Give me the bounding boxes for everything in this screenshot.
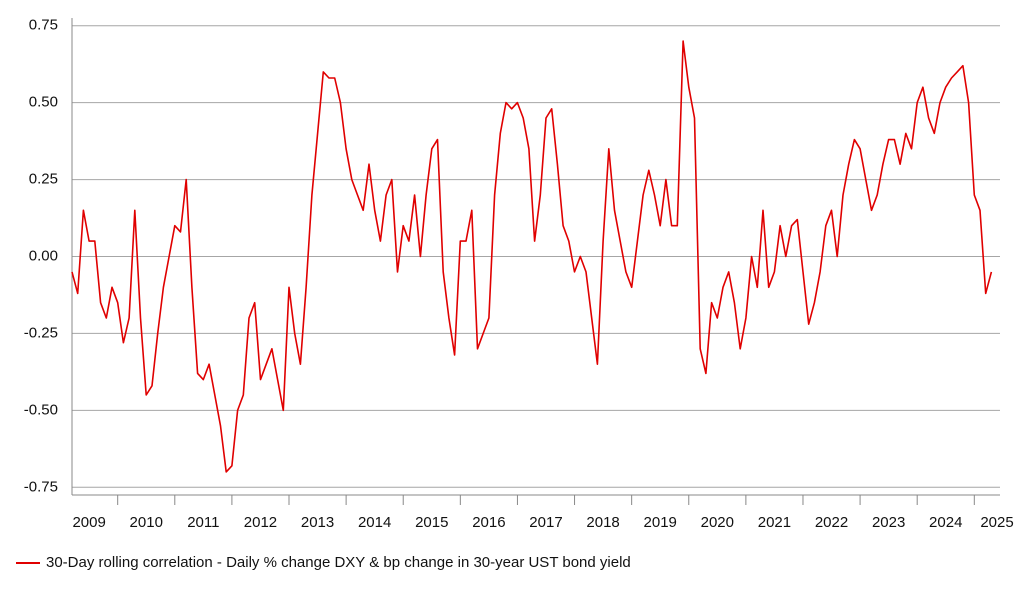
y-tick-label: 0.50 bbox=[29, 94, 58, 111]
legend-label: 30-Day rolling correlation - Daily % cha… bbox=[46, 554, 631, 571]
line-series bbox=[71, 40, 993, 473]
x-tick-label: 2021 bbox=[758, 514, 791, 531]
x-tick-label: 2016 bbox=[472, 514, 505, 531]
y-tick-label: -0.75 bbox=[24, 478, 58, 495]
x-tick-label: 2010 bbox=[130, 514, 163, 531]
x-tick-label: 2025 bbox=[980, 514, 1013, 531]
y-tick-label: 0.75 bbox=[29, 17, 58, 34]
x-tick-label: 2024 bbox=[929, 514, 962, 531]
x-tick-label: 2011 bbox=[187, 514, 219, 531]
x-tick-label: 2012 bbox=[244, 514, 277, 531]
y-tick-label: -0.25 bbox=[24, 324, 58, 341]
x-tick-label: 2020 bbox=[701, 514, 734, 531]
x-tick-label: 2009 bbox=[72, 514, 105, 531]
y-tick-label: 0.25 bbox=[29, 171, 58, 188]
x-tick-label: 2018 bbox=[586, 514, 619, 531]
x-tick-label: 2022 bbox=[815, 514, 848, 531]
x-tick-label: 2019 bbox=[644, 514, 677, 531]
y-tick-label: -0.50 bbox=[24, 401, 58, 418]
x-tick-label: 2017 bbox=[529, 514, 562, 531]
x-tick-label: 2014 bbox=[358, 514, 391, 531]
x-tick-label: 2013 bbox=[301, 514, 334, 531]
y-tick-label: 0.00 bbox=[29, 247, 58, 264]
x-tick-label: 2015 bbox=[415, 514, 448, 531]
x-tick-label: 2023 bbox=[872, 514, 905, 531]
